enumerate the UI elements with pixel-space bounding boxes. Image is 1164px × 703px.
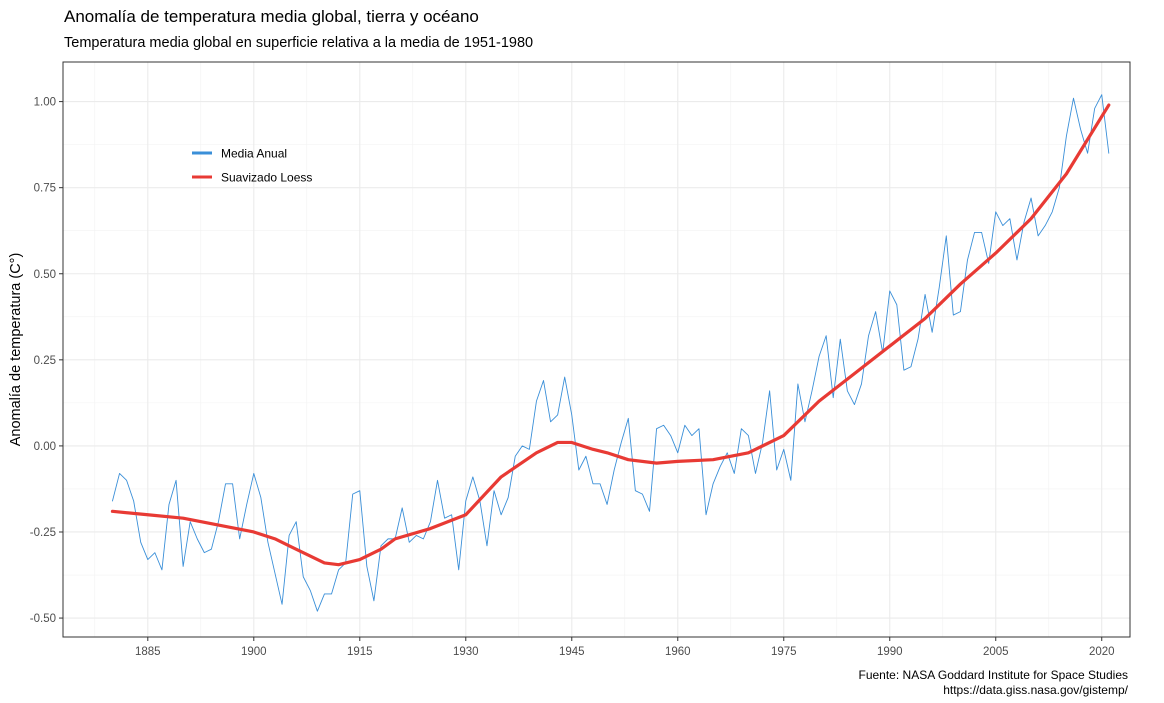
chart-title: Anomalía de temperatura media global, ti… (64, 7, 479, 26)
x-tick-label: 2005 (983, 646, 1009, 658)
x-tick-label: 1900 (241, 646, 267, 658)
y-axis: -0.50 -0.25 0.00 0.25 0.50 0.75 1.00 (30, 97, 63, 625)
x-axis: 1885 1900 1915 1930 1945 1960 1975 1990 2005 2020 (135, 637, 1115, 658)
series-line-media-anual (112, 94, 1110, 612)
x-tick-label: 2020 (1089, 646, 1115, 658)
x-tick-label: 1930 (453, 646, 479, 658)
legend-label-media-anual: Media Anual (221, 147, 287, 161)
y-tick-label: -0.25 (30, 527, 56, 539)
x-tick-label: 1990 (877, 646, 903, 658)
plot-panel-background (63, 62, 1130, 637)
y-axis-title: Anomalía de temperatura (C°) (8, 253, 24, 447)
y-tick-label: 0.50 (34, 269, 56, 281)
x-tick-label: 1975 (771, 646, 797, 658)
chart-subtitle: Temperatura media global en superficie r… (64, 35, 534, 51)
plot-panel-border (62, 61, 1131, 638)
legend: Media Anual Suavizado Loess (192, 147, 312, 185)
x-tick-label: 1960 (665, 646, 691, 658)
caption-url: https://data.giss.nasa.gov/gistemp/ (943, 683, 1128, 697)
series-line-suavizado-loess (110, 103, 1111, 567)
minor-gridlines (63, 62, 1130, 637)
x-tick-label: 1885 (135, 646, 161, 658)
series-layer (110, 94, 1111, 612)
y-tick-label: 0.00 (34, 441, 56, 453)
caption-source: Fuente: NASA Goddard Institute for Space… (858, 668, 1129, 682)
x-tick-label: 1945 (559, 646, 585, 658)
x-tick-label: 1915 (347, 646, 373, 658)
y-tick-label: -0.50 (30, 613, 56, 625)
legend-label-suavizado-loess: Suavizado Loess (221, 171, 312, 185)
y-tick-label: 0.25 (34, 355, 56, 367)
y-tick-label: 0.75 (34, 183, 56, 195)
y-tick-label: 1.00 (34, 97, 56, 109)
